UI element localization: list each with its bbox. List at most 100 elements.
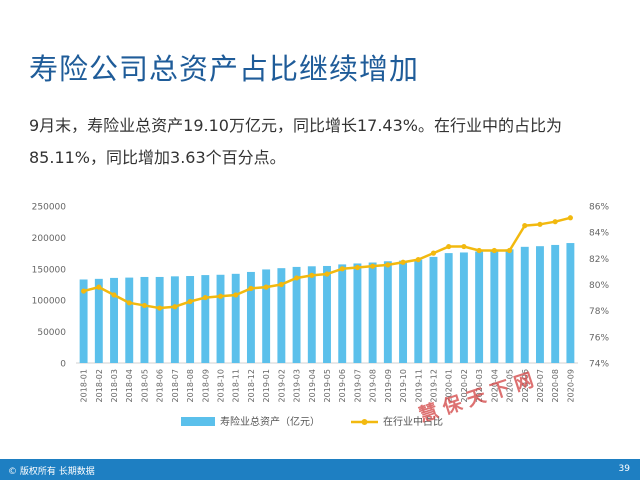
- line-point: [567, 215, 573, 221]
- bar: [338, 264, 347, 363]
- bar: [125, 277, 134, 363]
- x-tick-label: 2018-11: [232, 369, 241, 402]
- line-point: [278, 281, 284, 288]
- x-tick-label: 2018-10: [217, 369, 226, 402]
- bar: [505, 249, 514, 363]
- x-tick-label: 2020-09: [566, 369, 575, 402]
- line-point: [126, 300, 132, 306]
- line-point: [354, 264, 361, 271]
- page-number: 39: [618, 464, 630, 474]
- line-point: [430, 250, 437, 256]
- line-point: [506, 247, 513, 254]
- summary-paragraph: 9月末，寿险业总资产19.10万亿元，同比增长17.43%。在行业中的占比为 8…: [29, 110, 619, 174]
- line-point: [400, 259, 406, 265]
- legend-line-marker: [361, 419, 368, 425]
- bar: [536, 246, 544, 363]
- line-point: [233, 292, 239, 298]
- bar: [79, 279, 88, 363]
- bar: [231, 273, 240, 363]
- bar: [353, 263, 362, 363]
- line-point: [202, 294, 208, 301]
- bar: [459, 252, 468, 363]
- bar: [277, 268, 286, 363]
- line-series: [81, 215, 573, 311]
- bar: [140, 276, 149, 363]
- x-tick-label: 2019-01: [262, 369, 271, 402]
- assets-share-chart: 0 50000 100000 150000 200000 250000 74% 76% 78%…: [32, 203, 610, 429]
- x-tick-label: 2019-06: [338, 369, 347, 402]
- right-tick-label: 80%: [589, 281, 609, 291]
- right-tick-label: 78%: [589, 307, 609, 317]
- line-point: [522, 223, 528, 229]
- bar: [399, 260, 408, 363]
- x-tick-label: 2018-01: [80, 369, 89, 402]
- x-tick-label: 2020-07: [536, 369, 545, 402]
- bar-series: [79, 243, 575, 363]
- bar: [307, 266, 316, 363]
- right-tick-label: 86%: [589, 203, 609, 213]
- left-tick-label: 150000: [32, 265, 67, 275]
- x-tick-label: 2019-05: [323, 369, 332, 402]
- left-tick-label: 50000: [37, 328, 66, 338]
- line-point: [461, 243, 467, 250]
- bar: [262, 269, 271, 363]
- bar: [566, 243, 575, 363]
- bar: [94, 278, 103, 363]
- x-tick-label: 2019-10: [399, 369, 408, 402]
- line-point: [293, 275, 300, 281]
- line-point: [111, 292, 117, 298]
- left-tick-label: 250000: [32, 203, 67, 213]
- x-tick-label: 2018-07: [171, 369, 180, 402]
- x-tick-label: 2020-08: [551, 369, 560, 402]
- legend-bar-swatch: [181, 417, 215, 426]
- x-tick-label: 2018-06: [156, 369, 165, 402]
- x-tick-label: 2019-09: [384, 369, 393, 402]
- x-tick-label: 2019-08: [369, 369, 378, 402]
- right-tick-label: 76%: [589, 333, 609, 343]
- x-tick-label: 2019-11: [414, 369, 423, 402]
- right-tick-label: 84%: [589, 229, 609, 239]
- footer-copyright: © 版权所有 长期数据: [8, 467, 95, 477]
- bar: [429, 256, 438, 363]
- x-tick-label: 2019-12: [429, 369, 438, 402]
- line-point: [141, 302, 148, 309]
- line-point: [476, 247, 482, 254]
- x-tick-label: 2020-04: [490, 369, 499, 402]
- x-tick-label: 2019-02: [277, 369, 286, 402]
- line-point: [187, 298, 193, 305]
- line-point: [324, 271, 330, 277]
- line-point: [172, 304, 178, 310]
- bar: [170, 276, 179, 363]
- bar: [246, 271, 255, 363]
- x-tick-label: 2019-03: [293, 369, 302, 402]
- bar: [414, 259, 423, 363]
- bar: [475, 251, 484, 363]
- x-tick-label: 2020-02: [460, 369, 469, 402]
- x-tick-label: 2018-02: [95, 369, 104, 402]
- x-tick-label: 2018-12: [247, 369, 256, 402]
- x-tick-label: 2018-04: [125, 369, 134, 402]
- bar: [551, 244, 560, 363]
- line-point: [415, 257, 421, 263]
- line-point: [309, 272, 315, 278]
- bar: [383, 261, 392, 363]
- x-tick-label: 2018-08: [186, 369, 195, 402]
- x-tick-label: 2019-07: [353, 369, 362, 402]
- x-tick-label: 2018-05: [140, 369, 149, 402]
- bar: [292, 266, 301, 363]
- x-axis-ticks: 2018-01 2018-02 2018-03 2018-04 2018-05 2018-…: [80, 369, 576, 402]
- x-tick-label: 2018-09: [201, 369, 210, 402]
- chart-legend: 寿险业总资产（亿元） 在行业中占比: [181, 415, 443, 428]
- bar: [201, 275, 210, 363]
- bar: [216, 274, 225, 363]
- bar: [520, 246, 529, 363]
- bar: [323, 265, 331, 363]
- summary-line-1: 9月末，寿险业总资产19.10万亿元，同比增长17.43%。在行业中的占比为: [29, 116, 562, 135]
- legend-line-label: 在行业中占比: [383, 415, 443, 428]
- line-point: [339, 266, 345, 272]
- x-tick-label: 2020-03: [475, 369, 484, 402]
- page-title: 寿险公司总资产占比继续增加: [29, 52, 420, 86]
- summary-line-2: 85.11%，同比增加3.63个百分点。: [29, 148, 286, 167]
- line-point: [370, 263, 376, 269]
- line-point: [96, 284, 102, 290]
